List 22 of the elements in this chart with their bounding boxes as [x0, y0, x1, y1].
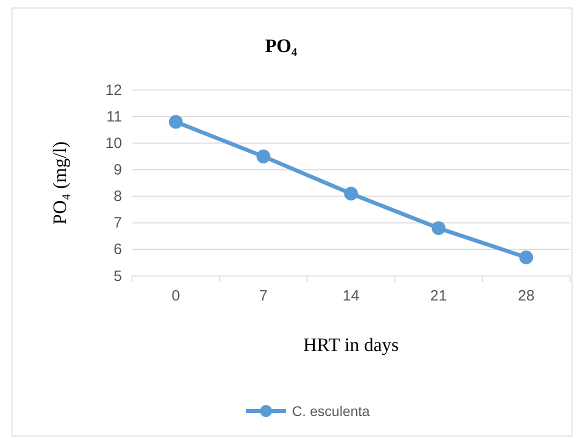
- y-tick-label: 10: [105, 134, 122, 152]
- x-tick-label: 14: [342, 288, 360, 305]
- y-tick-label: 8: [114, 188, 122, 206]
- x-tick-label: 28: [518, 288, 535, 305]
- x-tick-label: 21: [430, 288, 447, 305]
- point: [519, 250, 534, 264]
- y-tick-label: 5: [114, 268, 122, 285]
- point: [344, 186, 358, 201]
- point: [432, 221, 446, 236]
- y-axis-title: PO₄ (mg/l): [50, 141, 71, 225]
- y-tick-label: 7: [114, 214, 122, 232]
- point: [256, 150, 270, 164]
- y-tick-label: 12: [105, 82, 122, 99]
- x-tick-label: 0: [172, 288, 180, 305]
- x-axis-title: HRT in days: [303, 335, 399, 356]
- chart-title: PO₄: [264, 36, 298, 57]
- y-tick-label: 11: [106, 108, 122, 126]
- y-tick-label: 9: [114, 162, 122, 179]
- point: [168, 114, 183, 129]
- x-tick-label: 7: [259, 288, 268, 305]
- y-tick-label: 6: [114, 241, 122, 258]
- legend-label: C. esculenta: [292, 403, 370, 419]
